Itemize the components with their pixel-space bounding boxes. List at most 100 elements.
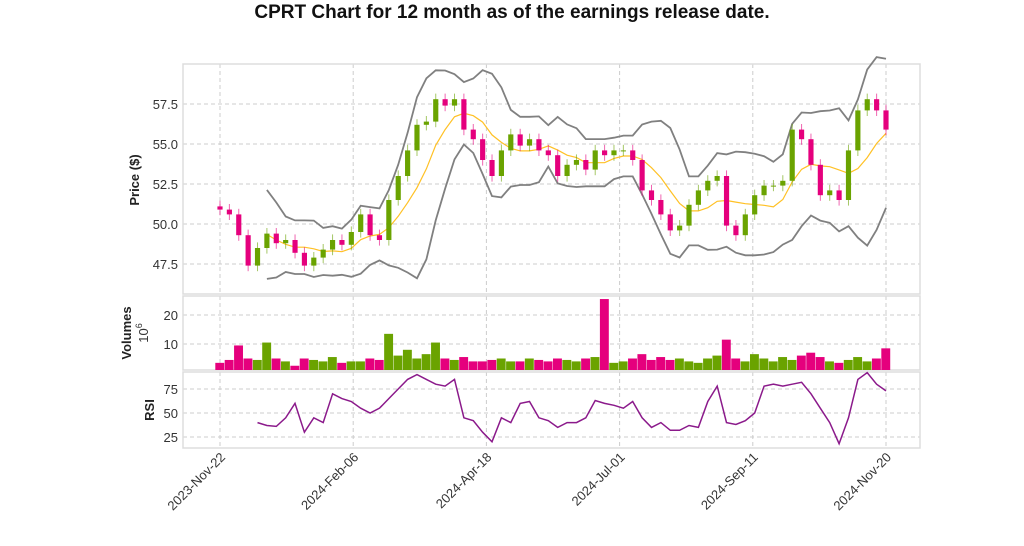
volume-bar (731, 358, 741, 370)
volume-bar (252, 359, 262, 370)
volume-bar (215, 362, 225, 370)
price-panel-frame (182, 63, 921, 295)
volume-bar (299, 358, 309, 370)
candle-body (855, 110, 861, 151)
candle-body (686, 204, 692, 226)
volume-bar (402, 349, 412, 370)
volume-bar (543, 361, 553, 370)
candle-body (808, 139, 814, 165)
volume-bar (327, 357, 337, 370)
axis-ticks: 2023-Nov-22 2024-Feb-06 2024-Apr-18 2024-Ju… (153, 97, 894, 513)
volume-bar (590, 357, 600, 370)
candle-body (817, 164, 823, 196)
volume-bar (280, 361, 290, 370)
volume-bar (477, 361, 487, 370)
volume-bar (431, 342, 440, 370)
x-tick-label: 2024-Feb-06 (298, 450, 361, 513)
volume-bar (224, 359, 234, 370)
candle-body (639, 160, 645, 191)
candle-body (451, 99, 458, 106)
volume-bar (825, 361, 834, 370)
candle-body (395, 176, 401, 200)
rsi-line-group (257, 371, 887, 446)
volume-bar (674, 358, 684, 370)
candle-body (414, 124, 420, 151)
candle-body (714, 176, 720, 181)
volume-bar (721, 339, 731, 370)
price-tick-label: 55.0 (153, 137, 178, 152)
volume-bar (853, 357, 863, 370)
candle-body (864, 99, 870, 111)
candle-body (461, 99, 467, 130)
volume-bar (356, 361, 365, 370)
candle-body (339, 240, 345, 245)
candle-body (780, 180, 786, 186)
candle-body (442, 99, 448, 106)
rsi-line (257, 371, 887, 446)
volume-bar (703, 358, 712, 370)
candle-body (226, 209, 232, 215)
volume-bar (318, 361, 328, 370)
candle-body (733, 225, 739, 236)
volume-bar (665, 359, 675, 370)
candle-body (470, 129, 476, 140)
candle-body (283, 240, 289, 244)
candle-body (564, 164, 570, 176)
volume-bar (524, 358, 534, 370)
candle-body (292, 240, 298, 253)
volume-bar (243, 358, 253, 370)
volume-bar (459, 357, 469, 370)
volume-bar (393, 355, 403, 370)
x-tick-label: 2024-Apr-18 (433, 450, 495, 512)
candle-body (827, 190, 833, 196)
volume-bar (571, 361, 581, 370)
volume-bar (515, 361, 525, 370)
candle-body (348, 232, 354, 245)
rsi-axis-label: RSI (142, 399, 157, 421)
candle-body (480, 139, 486, 160)
candle-body (723, 176, 730, 226)
volume-bar (384, 333, 394, 370)
volume-bar (599, 299, 609, 370)
volume-bar (374, 359, 384, 370)
volume-bar (262, 342, 272, 370)
volume-bar (496, 358, 506, 370)
candle-body (508, 134, 514, 151)
volume-bar (346, 361, 356, 370)
lower-bollinger-band (266, 143, 887, 280)
volume-bar (712, 355, 722, 370)
candle-body (752, 195, 758, 215)
volume-bar (234, 345, 243, 370)
volume-bar (749, 354, 759, 370)
candle-body (273, 233, 279, 244)
candle-body (311, 257, 317, 266)
candle-body (789, 129, 795, 181)
candle-body (526, 139, 533, 146)
volume-tick-label: 10 (164, 337, 178, 352)
volume-bar (337, 362, 347, 370)
volume-bar (290, 365, 300, 370)
candle-body (498, 150, 504, 176)
candle-body (705, 180, 711, 191)
candle-body (630, 150, 636, 160)
price-tick-label: 57.5 (153, 97, 178, 112)
volume-bar (534, 359, 544, 370)
rsi-tick-label: 25 (164, 430, 178, 445)
volume-bar (768, 361, 778, 370)
candle-body (648, 190, 655, 200)
candle-body (658, 200, 664, 215)
candle-body (301, 252, 308, 266)
candle-body (536, 139, 542, 151)
volume-bar (412, 358, 422, 370)
volume-bar (609, 362, 619, 370)
candle-body (329, 240, 336, 250)
candle-body (320, 249, 326, 258)
volume-axis-label: Volumes (119, 306, 134, 359)
volume-multiplier-base: 10 (136, 328, 151, 342)
volume-bar (881, 348, 891, 370)
candle-body (667, 214, 673, 231)
volume-bar (449, 359, 459, 370)
volume-bar (796, 355, 806, 370)
rsi-tick-label: 50 (164, 406, 178, 421)
